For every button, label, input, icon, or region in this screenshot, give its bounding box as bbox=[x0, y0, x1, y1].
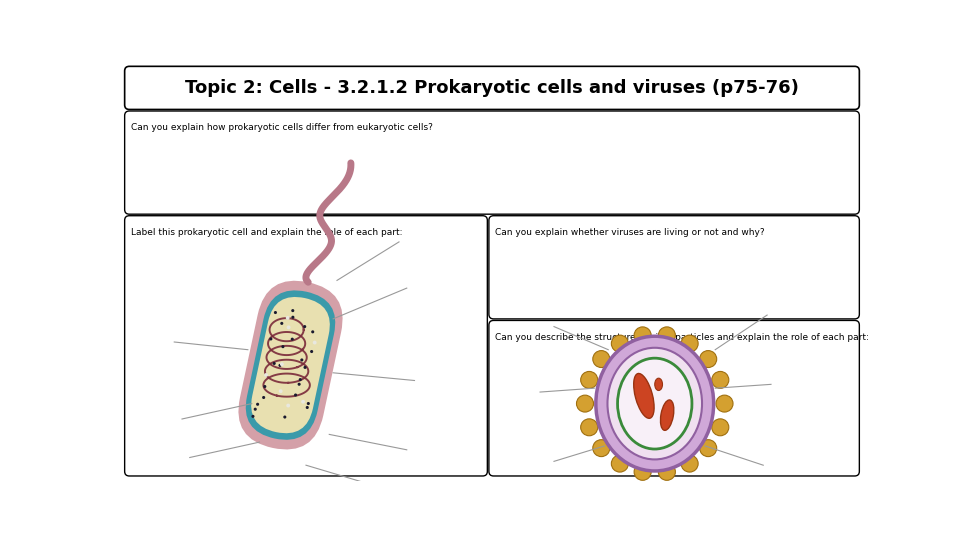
Text: Label this prokaryotic cell and explain the role of each part:: Label this prokaryotic cell and explain … bbox=[131, 228, 402, 237]
Ellipse shape bbox=[711, 419, 729, 436]
Circle shape bbox=[291, 309, 295, 312]
Circle shape bbox=[313, 341, 317, 345]
Ellipse shape bbox=[608, 348, 702, 460]
Circle shape bbox=[252, 415, 254, 418]
Circle shape bbox=[303, 366, 306, 369]
Ellipse shape bbox=[581, 419, 598, 436]
FancyBboxPatch shape bbox=[125, 111, 859, 214]
Ellipse shape bbox=[716, 395, 733, 412]
Ellipse shape bbox=[581, 372, 598, 388]
Circle shape bbox=[307, 402, 310, 405]
Ellipse shape bbox=[635, 327, 651, 344]
Circle shape bbox=[303, 325, 306, 328]
Circle shape bbox=[278, 364, 281, 367]
Ellipse shape bbox=[612, 455, 629, 472]
Text: Can you describe the structure of virus particles and explain the role of each p: Can you describe the structure of virus … bbox=[495, 333, 869, 342]
FancyBboxPatch shape bbox=[246, 291, 335, 440]
Circle shape bbox=[256, 403, 259, 406]
Ellipse shape bbox=[655, 378, 662, 390]
Circle shape bbox=[262, 396, 265, 399]
FancyBboxPatch shape bbox=[252, 297, 330, 433]
Ellipse shape bbox=[700, 350, 717, 368]
Circle shape bbox=[263, 385, 266, 388]
Circle shape bbox=[270, 338, 273, 341]
Ellipse shape bbox=[617, 358, 692, 449]
Circle shape bbox=[298, 383, 300, 386]
FancyBboxPatch shape bbox=[489, 320, 859, 476]
FancyBboxPatch shape bbox=[125, 215, 488, 476]
Circle shape bbox=[300, 359, 303, 361]
FancyBboxPatch shape bbox=[238, 281, 343, 449]
Ellipse shape bbox=[612, 335, 629, 352]
Ellipse shape bbox=[700, 440, 717, 457]
Circle shape bbox=[280, 322, 283, 325]
Circle shape bbox=[278, 389, 282, 393]
Circle shape bbox=[253, 408, 256, 411]
Circle shape bbox=[286, 316, 290, 320]
Ellipse shape bbox=[634, 374, 654, 418]
Ellipse shape bbox=[596, 336, 713, 471]
Ellipse shape bbox=[659, 327, 676, 344]
Ellipse shape bbox=[592, 440, 610, 457]
Circle shape bbox=[291, 338, 294, 341]
Ellipse shape bbox=[660, 400, 674, 430]
Circle shape bbox=[280, 362, 284, 366]
Circle shape bbox=[273, 362, 276, 365]
Ellipse shape bbox=[576, 395, 593, 412]
Circle shape bbox=[294, 394, 298, 396]
Circle shape bbox=[281, 345, 284, 348]
Circle shape bbox=[291, 316, 295, 319]
Ellipse shape bbox=[681, 455, 698, 472]
Text: Can you explain whether viruses are living or not and why?: Can you explain whether viruses are livi… bbox=[495, 228, 765, 237]
Ellipse shape bbox=[681, 335, 698, 352]
Circle shape bbox=[301, 400, 305, 403]
Text: Topic 2: Cells - 3.2.1.2 Prokaryotic cells and viruses (p75-76): Topic 2: Cells - 3.2.1.2 Prokaryotic cel… bbox=[185, 79, 799, 97]
Ellipse shape bbox=[711, 372, 729, 388]
Circle shape bbox=[264, 373, 268, 377]
Circle shape bbox=[283, 415, 286, 418]
Circle shape bbox=[305, 406, 309, 409]
Circle shape bbox=[286, 403, 290, 408]
FancyBboxPatch shape bbox=[125, 66, 859, 110]
Ellipse shape bbox=[592, 350, 610, 368]
FancyBboxPatch shape bbox=[489, 215, 859, 319]
Ellipse shape bbox=[659, 463, 676, 480]
Circle shape bbox=[274, 311, 277, 314]
Circle shape bbox=[287, 326, 291, 329]
Ellipse shape bbox=[635, 463, 651, 480]
Text: Can you explain how prokaryotic cells differ from eukaryotic cells?: Can you explain how prokaryotic cells di… bbox=[131, 123, 433, 132]
Circle shape bbox=[299, 378, 301, 381]
Circle shape bbox=[311, 330, 314, 333]
Circle shape bbox=[310, 350, 313, 353]
